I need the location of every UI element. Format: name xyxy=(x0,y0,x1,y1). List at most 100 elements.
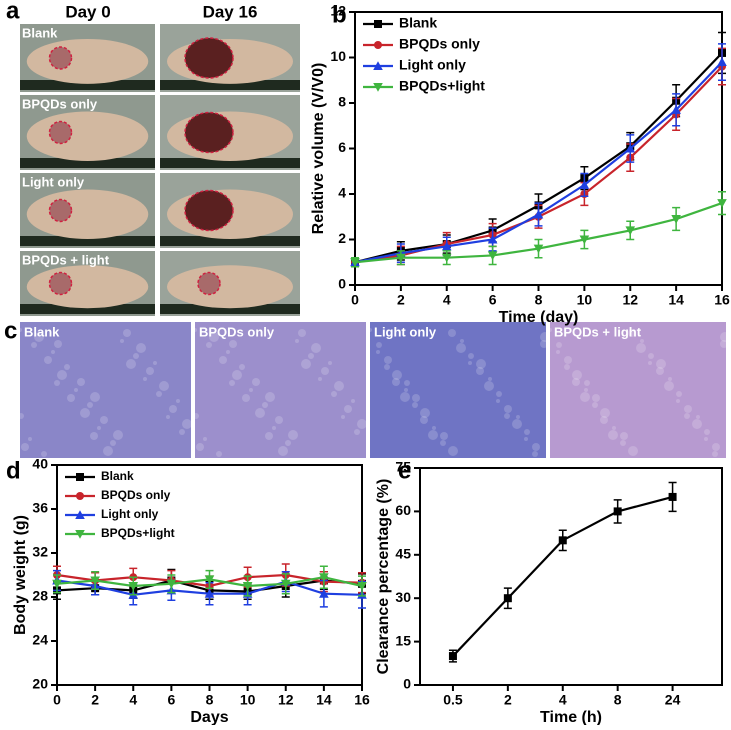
x-tick-label: 0.5 xyxy=(443,692,463,708)
mouse-body xyxy=(26,111,149,161)
texture xyxy=(41,451,47,457)
texture xyxy=(57,370,67,380)
texture xyxy=(74,388,78,392)
tumor xyxy=(48,198,73,223)
texture xyxy=(298,329,306,337)
marker xyxy=(625,226,636,236)
texture xyxy=(460,339,464,343)
marker xyxy=(204,588,215,598)
texture xyxy=(432,426,436,430)
texture xyxy=(229,340,237,348)
texture xyxy=(64,364,70,370)
texture xyxy=(166,415,170,419)
texture xyxy=(548,328,552,332)
x-tick-label: 2 xyxy=(397,292,405,308)
x-tick-label: 24 xyxy=(665,692,681,708)
texture xyxy=(668,377,672,381)
texture xyxy=(440,440,446,446)
marker xyxy=(76,473,84,481)
texture xyxy=(720,332,730,342)
texture xyxy=(512,419,522,429)
texture xyxy=(608,430,618,440)
marker xyxy=(487,234,498,244)
texture xyxy=(28,437,32,441)
texture xyxy=(456,343,466,353)
marker xyxy=(558,536,567,545)
texture xyxy=(311,343,321,353)
texture xyxy=(504,405,512,413)
texture xyxy=(620,432,628,440)
histology-image xyxy=(370,322,546,458)
legend-label: Blank xyxy=(101,469,134,483)
ruler xyxy=(20,236,155,246)
texture xyxy=(341,415,345,419)
panel-letter: b xyxy=(332,1,347,28)
y-tick-label: 75 xyxy=(395,459,411,475)
photo-label: BPQDs + light xyxy=(22,252,110,267)
texture xyxy=(90,392,100,402)
histology-image xyxy=(550,322,726,458)
axes-frame xyxy=(419,467,723,686)
texture xyxy=(448,446,458,456)
x-tick-label: 10 xyxy=(577,292,593,308)
y-tick-label: 10 xyxy=(330,48,346,64)
texture xyxy=(133,353,139,359)
marker xyxy=(533,209,544,219)
texture xyxy=(468,361,472,365)
texture xyxy=(648,361,652,365)
y-tick-label: 40 xyxy=(32,456,48,472)
texture xyxy=(476,359,486,369)
series-line xyxy=(452,495,673,657)
texture xyxy=(676,391,682,397)
texture xyxy=(288,430,298,440)
texture xyxy=(636,343,646,353)
texture xyxy=(203,437,207,441)
series-line xyxy=(354,65,723,264)
texture xyxy=(31,342,37,348)
photo-label: Light only xyxy=(22,174,85,189)
texture xyxy=(440,432,448,440)
histology-image xyxy=(195,322,366,458)
x-tick-label: 8 xyxy=(206,692,214,708)
tumor xyxy=(48,120,73,145)
texture xyxy=(580,392,590,402)
x-tick-label: 6 xyxy=(167,692,175,708)
texture xyxy=(428,430,438,440)
texture xyxy=(67,394,75,402)
texture xyxy=(564,364,570,370)
texture xyxy=(136,343,146,353)
texture xyxy=(100,416,108,424)
texture xyxy=(265,432,273,440)
texture xyxy=(275,416,283,424)
texture xyxy=(516,415,520,419)
texture xyxy=(656,367,664,375)
marker xyxy=(441,253,452,263)
x-tick-label: 4 xyxy=(129,692,137,708)
texture xyxy=(354,429,360,435)
marker xyxy=(280,579,291,589)
texture xyxy=(278,446,288,456)
texture xyxy=(476,367,484,375)
texture xyxy=(143,377,147,381)
marker xyxy=(396,253,406,263)
tumor xyxy=(184,189,234,232)
texture xyxy=(209,332,219,342)
texture xyxy=(572,370,582,380)
legend-label: Light only xyxy=(101,507,159,521)
texture xyxy=(262,402,268,408)
mouse-body xyxy=(26,38,149,84)
marker xyxy=(75,510,85,519)
marker xyxy=(373,83,383,92)
marker xyxy=(76,492,84,500)
texture xyxy=(193,328,197,332)
texture xyxy=(308,353,314,359)
marker xyxy=(613,507,622,516)
image-label: Light only xyxy=(374,324,437,339)
marker xyxy=(52,579,62,589)
texture xyxy=(532,451,538,457)
marker xyxy=(671,105,681,114)
x-tick-label: 16 xyxy=(714,292,730,308)
texture xyxy=(384,356,392,364)
x-tick-label: 0 xyxy=(351,292,359,308)
column-header: Day 16 xyxy=(203,2,258,21)
